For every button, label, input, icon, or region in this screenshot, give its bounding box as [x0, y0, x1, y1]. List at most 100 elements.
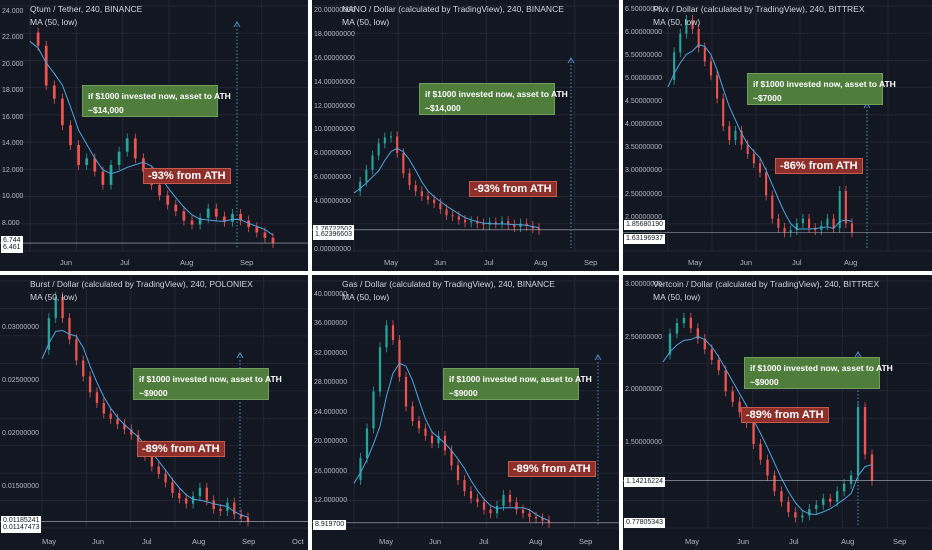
candle-body [271, 237, 275, 244]
y-tick-label: 3.00000000 [625, 167, 662, 175]
candle-body [771, 195, 774, 219]
candle-body [815, 504, 818, 510]
candle-body [832, 218, 835, 228]
x-tick-label: Jun [740, 258, 753, 267]
ma-line [353, 147, 540, 229]
price-label: 6.744 [1, 236, 23, 247]
target-arrow [567, 57, 575, 248]
candle-body [476, 498, 479, 503]
y-tick-label: 12.00000000 [314, 102, 355, 110]
candle-body [489, 509, 492, 514]
x-tick-label: Aug [534, 258, 548, 267]
ma-line [41, 330, 249, 518]
candle-body [233, 502, 236, 515]
candle-body [44, 45, 48, 86]
y-tick-label: 0.02000000 [2, 429, 39, 437]
candle-body [801, 515, 804, 518]
x-tick-label: Jul [484, 258, 494, 267]
price-label: 1.85680190 [624, 220, 665, 231]
candle-body [870, 454, 874, 481]
candle-body [365, 428, 369, 458]
candle-body [174, 204, 178, 212]
candle-body [773, 475, 776, 492]
chart-panel-burst[interactable]: Burst / Dollar (calculated by TradingVie… [0, 275, 308, 550]
candle-body [856, 407, 860, 476]
ath-annotation-line1: if $1000 invested now, asset to ATH [139, 374, 282, 384]
chart-panel-qtum[interactable]: Qtum / Tether, 240, BINANCE MA (50, low)… [0, 0, 308, 271]
price-plot [312, 0, 619, 252]
chart-title: NANO / Dollar (calculated by TradingView… [342, 4, 564, 14]
candle-body [703, 338, 706, 350]
ma-label: MA (50, low) [30, 17, 78, 27]
candle-body [495, 505, 499, 514]
candle-body [808, 218, 811, 228]
y-tick-label: 2.50000000 [625, 333, 662, 341]
target-arrow [233, 21, 241, 248]
candle-body [494, 222, 497, 224]
candle-body [850, 223, 854, 233]
y-tick-label: 28.000000 [314, 379, 348, 387]
candle-body [789, 230, 792, 233]
candle-body [166, 195, 170, 205]
price-label: 0.01185241 [1, 516, 42, 527]
y-tick-label: 12.000000 [314, 497, 348, 505]
chart-panel-gas[interactable]: Gas / Dollar (calculated by TradingView)… [312, 275, 619, 550]
y-tick-label: 20.000 [2, 60, 24, 68]
candle-body [759, 443, 762, 460]
candle-body [777, 218, 780, 228]
candle-body [95, 392, 99, 403]
drop-badge: -89% from ATH [508, 461, 596, 477]
chart-title: Burst / Dollar (calculated by TradingVie… [30, 279, 253, 289]
y-tick-label: 40.000000 [314, 290, 348, 298]
ath-annotation-line1: if $1000 invested now, asset to ATH [449, 374, 592, 384]
y-tick-label: 18.00000000 [314, 30, 355, 38]
candle-body [130, 429, 133, 435]
y-tick-label: 3.00000000 [625, 281, 662, 289]
candle-body [198, 217, 202, 225]
candle-body [722, 98, 725, 127]
chart-title: Vertcoin / Dollar (calculated by Trading… [653, 279, 880, 289]
chart-panel-vertcoin[interactable]: Vertcoin / Dollar (calculated by Trading… [623, 275, 932, 550]
y-tick-label: 16.000000 [314, 467, 348, 475]
candle-body [463, 480, 466, 492]
candle-body [109, 413, 112, 419]
x-tick-label: Aug [841, 537, 855, 546]
y-tick-label: 36.000000 [314, 320, 348, 328]
ma-label: MA (50, low) [342, 292, 390, 302]
y-tick-label: 4.50000000 [625, 98, 662, 106]
candle-body [470, 221, 473, 223]
y-tick-label: 14.000 [2, 140, 24, 148]
candle-body [525, 223, 528, 226]
y-tick-label: 6.50000000 [625, 5, 662, 13]
candle-body [402, 153, 405, 174]
candle-body [508, 494, 512, 503]
candle-body [164, 473, 167, 483]
y-tick-label: 5.00000000 [625, 74, 662, 82]
candle-body [801, 218, 804, 224]
grid [623, 275, 932, 529]
candle-body [731, 391, 734, 402]
candle-body [456, 465, 460, 481]
y-tick-label: 12.000 [2, 166, 24, 174]
candle-body [371, 155, 374, 170]
candle-body [752, 422, 755, 444]
candles [359, 320, 551, 528]
candle-body [482, 223, 485, 225]
x-tick-label: Oct [292, 537, 304, 546]
candle-body [420, 191, 423, 197]
candle-body [752, 153, 755, 164]
candle-body [696, 328, 700, 339]
x-tick-label: Aug [180, 258, 194, 267]
candle-body [835, 491, 839, 502]
y-tick-label: 32.000000 [314, 349, 348, 357]
candle-body [377, 143, 380, 156]
candle-body [246, 517, 250, 522]
x-tick-label: May [688, 258, 703, 267]
ma-label: MA (50, low) [653, 17, 701, 27]
chart-panel-nano[interactable]: NANO / Dollar (calculated by TradingView… [312, 0, 619, 271]
y-tick-label: 20.00000000 [314, 6, 355, 14]
chart-panel-pivx[interactable]: Pivx / Dollar (calculated by TradingView… [623, 0, 932, 271]
x-tick-label: May [379, 537, 394, 546]
candle-body [93, 158, 97, 172]
y-tick-label: 24.000000 [314, 408, 348, 416]
